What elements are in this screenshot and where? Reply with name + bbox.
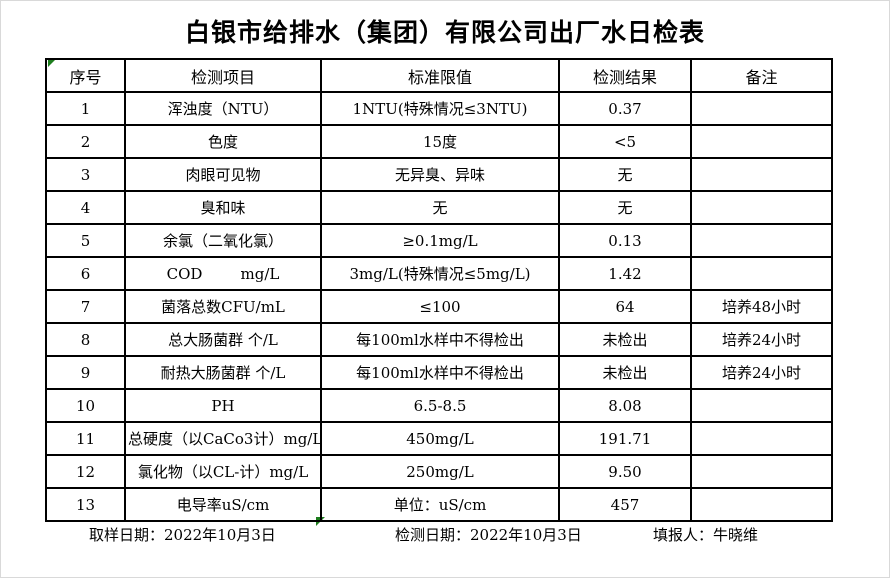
- cell-note: 培养48小时: [690, 289, 833, 324]
- header-result: 检测结果: [558, 58, 692, 93]
- reporter-label: 填报人：牛晓维: [653, 526, 759, 544]
- cell-limit: 450mg/L: [320, 421, 560, 456]
- cell-limit: 1NTU(特殊情况≤3NTU): [320, 91, 560, 126]
- table-row: 12 氯化物（以CL-计）mg/L 250mg/L 9.50: [45, 454, 833, 489]
- cell-seq: 12: [45, 454, 126, 489]
- cell-item: 余氯（二氧化氯）: [124, 223, 322, 258]
- cell-result: 457: [558, 487, 692, 522]
- cell-result: 8.08: [558, 388, 692, 423]
- cell-seq: 3: [45, 157, 126, 192]
- cell-seq: 6: [45, 256, 126, 291]
- header-note: 备注: [690, 58, 833, 93]
- cell-note: [690, 190, 833, 225]
- page-title: 白银市给排水（集团）有限公司出厂水日检表: [184, 18, 705, 47]
- cell-note: [690, 487, 833, 522]
- cell-result: 0.13: [558, 223, 692, 258]
- cell-item: 电导率uS/cm: [124, 487, 322, 522]
- cell-seq: 11: [45, 421, 126, 456]
- cell-item: 浑浊度（NTU）: [124, 91, 322, 126]
- cell-limit: 每100ml水样中不得检出: [320, 322, 560, 357]
- cell-result: 1.42: [558, 256, 692, 291]
- cell-item: 菌落总数CFU/mL: [124, 289, 322, 324]
- table-row: 13 电导率uS/cm 单位：uS/cm 457: [45, 487, 833, 522]
- cell-item: 总大肠菌群 个/L: [124, 322, 322, 357]
- cell-item: 耐热大肠菌群 个/L: [124, 355, 322, 390]
- table-row: 6 COD mg/L 3mg/L(特殊情况≤5mg/L) 1.42: [45, 256, 833, 291]
- test-date-label: 检测日期：2022年10月3日: [395, 526, 582, 544]
- table-row: 2 色度 15度 <5: [45, 124, 833, 159]
- table-row: 3 肉眼可见物 无异臭、异味 无: [45, 157, 833, 192]
- cell-result: <5: [558, 124, 692, 159]
- cell-note: 培养24小时: [690, 355, 833, 390]
- table-row: 8 总大肠菌群 个/L 每100ml水样中不得检出 未检出 培养24小时: [45, 322, 833, 357]
- cell-result: 未检出: [558, 355, 692, 390]
- cell-result: 9.50: [558, 454, 692, 489]
- cell-seq: 7: [45, 289, 126, 324]
- table-row: 7 菌落总数CFU/mL ≤100 64 培养48小时: [45, 289, 833, 324]
- cell-item: 氯化物（以CL-计）mg/L: [124, 454, 322, 489]
- cell-seq: 5: [45, 223, 126, 258]
- cell-limit: 每100ml水样中不得检出: [320, 355, 560, 390]
- cell-item: 臭和味: [124, 190, 322, 225]
- table-row: 11 总硬度（以CaCo3计）mg/L 450mg/L 191.71: [45, 421, 833, 456]
- cell-item: 色度: [124, 124, 322, 159]
- cell-seq: 13: [45, 487, 126, 522]
- cell-note: [690, 91, 833, 126]
- cell-limit: 15度: [320, 124, 560, 159]
- table-header-row: 序号 检测项目 标准限值 检测结果 备注: [45, 58, 833, 93]
- cell-seq: 1: [45, 91, 126, 126]
- cell-limit: ≥0.1mg/L: [320, 223, 560, 258]
- table-row: 10 PH 6.5-8.5 8.08: [45, 388, 833, 423]
- inspection-table: 序号 检测项目 标准限值 检测结果 备注 1 浑浊度（NTU） 1NTU(特殊情…: [45, 58, 833, 522]
- cell-seq: 2: [45, 124, 126, 159]
- header-item: 检测项目: [124, 58, 322, 93]
- cell-note: [690, 256, 833, 291]
- cell-seq: 4: [45, 190, 126, 225]
- table-row: 9 耐热大肠菌群 个/L 每100ml水样中不得检出 未检出 培养24小时: [45, 355, 833, 390]
- cell-limit: 单位：uS/cm: [320, 487, 560, 522]
- header-limit: 标准限值: [320, 58, 560, 93]
- cell-limit: 无异臭、异味: [320, 157, 560, 192]
- cell-note: [690, 421, 833, 456]
- cell-item: COD mg/L: [124, 256, 322, 291]
- cell-seq: 9: [45, 355, 126, 390]
- cell-limit: 3mg/L(特殊情况≤5mg/L): [320, 256, 560, 291]
- excel-green-bottom-marker-icon: [316, 517, 325, 526]
- cell-note: [690, 388, 833, 423]
- cell-item: 总硬度（以CaCo3计）mg/L: [124, 421, 322, 456]
- cell-result: 64: [558, 289, 692, 324]
- cell-note: 培养24小时: [690, 322, 833, 357]
- footer: 取样日期：2022年10月3日 检测日期：2022年10月3日 填报人：牛晓维: [1, 524, 889, 548]
- cell-note: [690, 157, 833, 192]
- table-row: 4 臭和味 无 无: [45, 190, 833, 225]
- cell-note: [690, 223, 833, 258]
- cell-limit: 无: [320, 190, 560, 225]
- cell-item: 肉眼可见物: [124, 157, 322, 192]
- cell-note: [690, 124, 833, 159]
- cell-item: PH: [124, 388, 322, 423]
- cell-limit: 250mg/L: [320, 454, 560, 489]
- sampling-date-label: 取样日期：2022年10月3日: [89, 526, 276, 544]
- cell-result: 191.71: [558, 421, 692, 456]
- cell-result: 未检出: [558, 322, 692, 357]
- cell-seq: 8: [45, 322, 126, 357]
- table-body: 1 浑浊度（NTU） 1NTU(特殊情况≤3NTU) 0.37 2 色度 15度…: [45, 91, 833, 522]
- table-row: 5 余氯（二氧化氯） ≥0.1mg/L 0.13: [45, 223, 833, 258]
- header-seq: 序号: [45, 58, 126, 93]
- cell-result: 无: [558, 157, 692, 192]
- table-row: 1 浑浊度（NTU） 1NTU(特殊情况≤3NTU) 0.37: [45, 91, 833, 126]
- cell-limit: ≤100: [320, 289, 560, 324]
- cell-seq: 10: [45, 388, 126, 423]
- cell-limit: 6.5-8.5: [320, 388, 560, 423]
- cell-result: 0.37: [558, 91, 692, 126]
- cell-note: [690, 454, 833, 489]
- cell-result: 无: [558, 190, 692, 225]
